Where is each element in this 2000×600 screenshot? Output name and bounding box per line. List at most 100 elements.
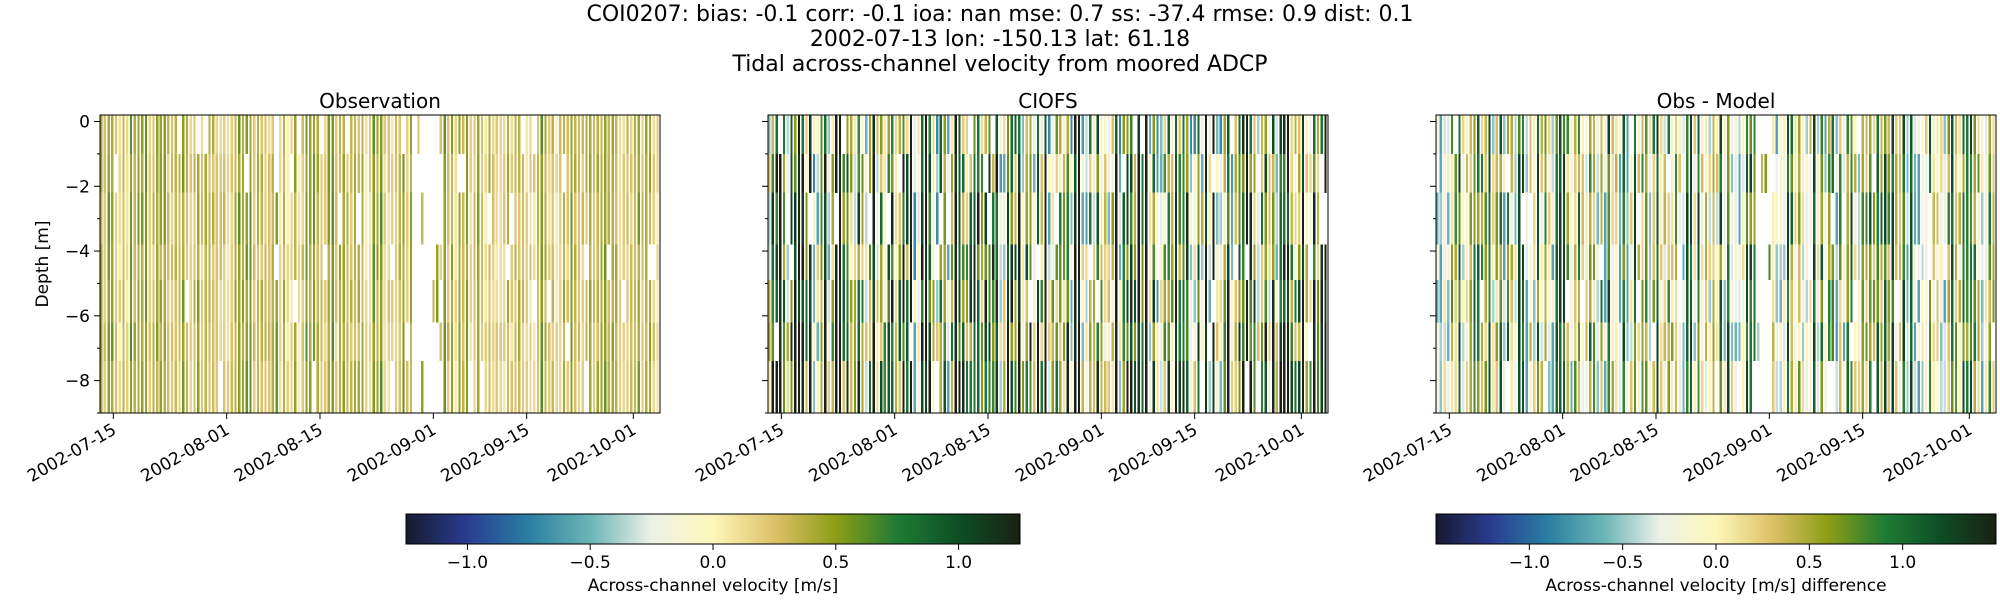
heatmap-cell <box>1895 361 1898 413</box>
heatmap-cell <box>454 322 457 362</box>
heatmap-cell <box>1499 115 1502 154</box>
heatmap-cell <box>1145 280 1148 323</box>
heatmap-cell <box>484 322 487 362</box>
heatmap-cell <box>1510 280 1513 323</box>
heatmap-cell <box>156 153 159 193</box>
heatmap-cell <box>596 244 599 281</box>
heatmap-cell <box>779 153 782 193</box>
heatmap-cell <box>1495 244 1498 281</box>
heatmap-cell <box>361 322 364 362</box>
heatmap-cell <box>1040 115 1043 154</box>
heatmap-cell <box>827 115 830 154</box>
heatmap-cell <box>350 244 353 281</box>
heatmap-cell <box>797 361 801 413</box>
heatmap-cell <box>857 361 860 413</box>
heatmap-cell <box>1525 192 1528 245</box>
heatmap-cell <box>1633 153 1637 193</box>
heatmap-cell <box>204 280 207 323</box>
heatmap-cell <box>234 322 237 362</box>
heatmap-cell <box>1607 192 1610 245</box>
heatmap-cell <box>312 280 316 323</box>
heatmap-cell <box>1745 192 1749 245</box>
heatmap-cell <box>1227 115 1230 154</box>
heatmap-cell <box>1686 322 1689 362</box>
heatmap-cell <box>1663 361 1666 413</box>
heatmap-cell <box>630 361 633 413</box>
heatmap-cell <box>1708 280 1711 323</box>
heatmap-cell <box>208 244 211 281</box>
heatmap-cell <box>1981 280 1984 323</box>
heatmap-cell <box>346 153 349 193</box>
heatmap-cell <box>1633 280 1637 323</box>
heatmap-cell <box>372 244 375 281</box>
heatmap-cell <box>1772 361 1775 413</box>
heatmap-cell <box>409 115 413 154</box>
heatmap-cell <box>1544 322 1547 362</box>
heatmap-cell <box>540 244 543 281</box>
heatmap-cell <box>492 361 495 413</box>
heatmap-cell <box>1521 115 1525 154</box>
heatmap-cell <box>324 153 327 193</box>
heatmap-cell <box>1320 244 1323 281</box>
heatmap-cell <box>1230 244 1234 281</box>
heatmap-cell <box>615 322 618 362</box>
heatmap-cell <box>495 153 498 193</box>
heatmap-cell <box>253 244 256 281</box>
heatmap-cell <box>1447 115 1450 154</box>
heatmap-cell <box>406 153 409 193</box>
heatmap-cell <box>1592 322 1596 362</box>
heatmap-cell <box>850 361 853 413</box>
heatmap-cell <box>1477 280 1480 323</box>
heatmap-cell <box>241 115 245 154</box>
heatmap-cell <box>1835 361 1838 413</box>
heatmap-cell <box>394 322 398 362</box>
x-tick-label: 2002-08-15 <box>1567 420 1663 487</box>
figure-title-line-1: COI0207: bias: -0.1 corr: -0.1 ioa: nan … <box>586 2 1414 27</box>
heatmap-cell <box>1260 280 1264 323</box>
heatmap-cell <box>980 192 984 245</box>
heatmap-cell <box>1454 280 1457 323</box>
heatmap-cell <box>103 192 106 245</box>
heatmap-cell <box>1062 153 1066 193</box>
heatmap-cell <box>1869 322 1872 362</box>
heatmap-cell <box>809 115 812 154</box>
heatmap-cell <box>1585 153 1588 193</box>
heatmap-cell <box>1208 115 1211 154</box>
heatmap-cell <box>1238 322 1241 362</box>
heatmap-cell <box>156 361 159 413</box>
heatmap-cell <box>1626 153 1629 193</box>
heatmap-cell <box>376 115 379 154</box>
y-tick-label: −4 <box>65 242 90 262</box>
heatmap-cell <box>394 280 398 323</box>
heatmap-cell <box>197 244 200 281</box>
heatmap-cell <box>865 361 868 413</box>
heatmap-cell <box>1044 153 1047 193</box>
heatmap-cell <box>950 244 954 281</box>
heatmap-cell <box>1570 153 1573 193</box>
heatmap-cell <box>387 153 390 193</box>
heatmap-cell <box>189 115 192 154</box>
heatmap-cell <box>984 322 987 362</box>
heatmap-cell <box>1962 361 1965 413</box>
heatmap-cell <box>212 192 215 245</box>
heatmap-cell <box>383 322 386 362</box>
heatmap-cell <box>406 280 409 323</box>
heatmap-cell <box>1704 280 1708 323</box>
heatmap-cell <box>1133 244 1137 281</box>
heatmap-cell <box>477 244 480 281</box>
heatmap-cell <box>1141 361 1144 413</box>
heatmap-cell <box>1018 244 1021 281</box>
heatmap-cell <box>1562 322 1566 362</box>
x-tick-label: 2002-09-01 <box>1012 420 1108 487</box>
heatmap-cell <box>1301 192 1305 245</box>
heatmap-cell <box>264 115 267 154</box>
heatmap-cell <box>962 192 965 245</box>
heatmap-cell <box>555 361 558 413</box>
colorbar-tick-label: 1.0 <box>945 553 972 573</box>
heatmap-cell <box>1701 115 1704 154</box>
heatmap-cell <box>656 153 659 193</box>
heatmap-cell <box>264 322 267 362</box>
heatmap-cell <box>223 280 226 323</box>
heatmap-cell <box>208 153 211 193</box>
heatmap-cell <box>316 115 319 154</box>
